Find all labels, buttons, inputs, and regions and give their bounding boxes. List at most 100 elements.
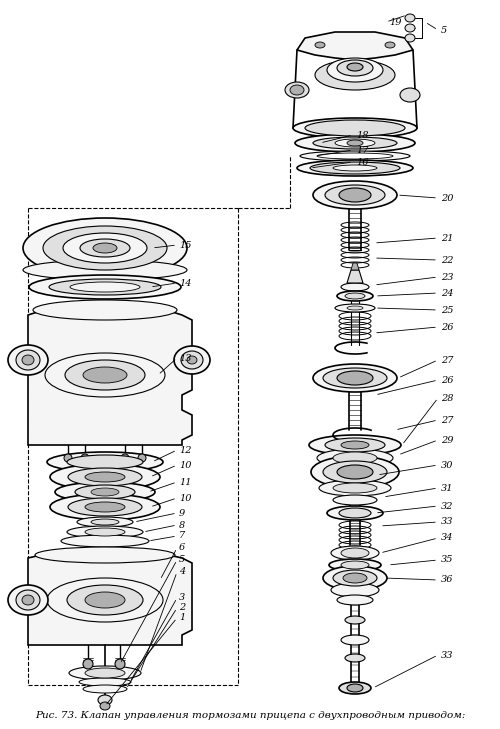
Ellipse shape <box>43 226 167 270</box>
Ellipse shape <box>337 595 373 605</box>
Ellipse shape <box>187 356 197 364</box>
Text: 10: 10 <box>179 461 192 469</box>
Text: 26: 26 <box>441 375 454 384</box>
Ellipse shape <box>83 367 127 383</box>
Ellipse shape <box>337 371 373 385</box>
Ellipse shape <box>64 454 72 462</box>
Ellipse shape <box>333 483 377 493</box>
Ellipse shape <box>70 282 140 292</box>
Ellipse shape <box>405 34 415 42</box>
Text: 9: 9 <box>179 509 185 518</box>
Polygon shape <box>351 263 359 270</box>
Ellipse shape <box>174 346 210 374</box>
Text: 30: 30 <box>441 461 454 469</box>
Ellipse shape <box>23 260 187 280</box>
Ellipse shape <box>68 498 142 516</box>
Ellipse shape <box>100 702 110 710</box>
Ellipse shape <box>405 24 415 32</box>
Text: 12: 12 <box>179 445 192 454</box>
Text: 23: 23 <box>441 273 454 281</box>
Ellipse shape <box>91 519 119 525</box>
Ellipse shape <box>67 585 143 615</box>
Ellipse shape <box>85 472 125 482</box>
Ellipse shape <box>79 678 131 686</box>
Text: 36: 36 <box>441 575 454 585</box>
Ellipse shape <box>65 360 145 390</box>
Ellipse shape <box>331 583 379 597</box>
Ellipse shape <box>313 364 397 392</box>
Ellipse shape <box>341 635 369 645</box>
Ellipse shape <box>317 449 393 467</box>
Ellipse shape <box>345 654 365 662</box>
Text: 2: 2 <box>179 604 185 612</box>
Ellipse shape <box>285 82 309 98</box>
Ellipse shape <box>85 528 125 536</box>
Text: 24: 24 <box>441 289 454 297</box>
Polygon shape <box>28 308 192 445</box>
Text: 35: 35 <box>441 555 454 564</box>
Ellipse shape <box>33 300 177 320</box>
Ellipse shape <box>325 185 385 205</box>
Ellipse shape <box>400 88 420 102</box>
Ellipse shape <box>61 535 149 547</box>
Ellipse shape <box>323 461 387 483</box>
Text: 6: 6 <box>179 544 185 553</box>
Ellipse shape <box>333 570 377 586</box>
Ellipse shape <box>337 465 373 479</box>
Ellipse shape <box>22 595 34 605</box>
Ellipse shape <box>323 368 387 388</box>
Text: 5: 5 <box>441 26 448 34</box>
Ellipse shape <box>297 160 413 176</box>
Polygon shape <box>347 270 363 283</box>
Text: 20: 20 <box>441 193 454 203</box>
Ellipse shape <box>85 502 125 512</box>
Ellipse shape <box>317 153 393 159</box>
Text: 33: 33 <box>441 650 454 660</box>
Ellipse shape <box>63 233 147 263</box>
Ellipse shape <box>67 455 143 469</box>
Ellipse shape <box>345 616 365 624</box>
Text: 28: 28 <box>441 394 454 402</box>
Ellipse shape <box>91 488 119 496</box>
Ellipse shape <box>68 468 142 486</box>
Text: 17: 17 <box>356 146 368 155</box>
Ellipse shape <box>335 304 375 312</box>
Ellipse shape <box>50 494 160 520</box>
Text: 27: 27 <box>441 356 454 364</box>
Text: 8: 8 <box>179 521 185 529</box>
Ellipse shape <box>339 682 371 694</box>
Ellipse shape <box>293 118 417 138</box>
Ellipse shape <box>35 547 175 563</box>
Ellipse shape <box>55 482 155 502</box>
Ellipse shape <box>29 275 181 299</box>
Ellipse shape <box>325 438 385 452</box>
Ellipse shape <box>341 548 369 558</box>
Ellipse shape <box>83 659 93 669</box>
Ellipse shape <box>85 668 125 678</box>
Ellipse shape <box>98 695 112 705</box>
Ellipse shape <box>49 279 161 295</box>
Text: 14: 14 <box>179 278 192 287</box>
Ellipse shape <box>69 666 141 680</box>
Ellipse shape <box>341 561 369 569</box>
Ellipse shape <box>309 435 401 455</box>
Ellipse shape <box>341 283 369 291</box>
Ellipse shape <box>16 590 40 610</box>
Ellipse shape <box>47 578 163 622</box>
Ellipse shape <box>337 60 373 76</box>
Ellipse shape <box>93 243 117 253</box>
Ellipse shape <box>333 495 377 505</box>
Ellipse shape <box>327 506 383 520</box>
Ellipse shape <box>343 573 367 583</box>
Ellipse shape <box>295 134 415 152</box>
Ellipse shape <box>347 684 363 692</box>
Ellipse shape <box>331 546 379 560</box>
Text: 34: 34 <box>441 534 454 542</box>
Polygon shape <box>297 32 413 60</box>
Ellipse shape <box>405 14 415 22</box>
Ellipse shape <box>339 508 371 518</box>
Text: 3: 3 <box>179 593 185 602</box>
Ellipse shape <box>315 42 325 48</box>
Text: 26: 26 <box>441 322 454 332</box>
Ellipse shape <box>81 454 89 462</box>
